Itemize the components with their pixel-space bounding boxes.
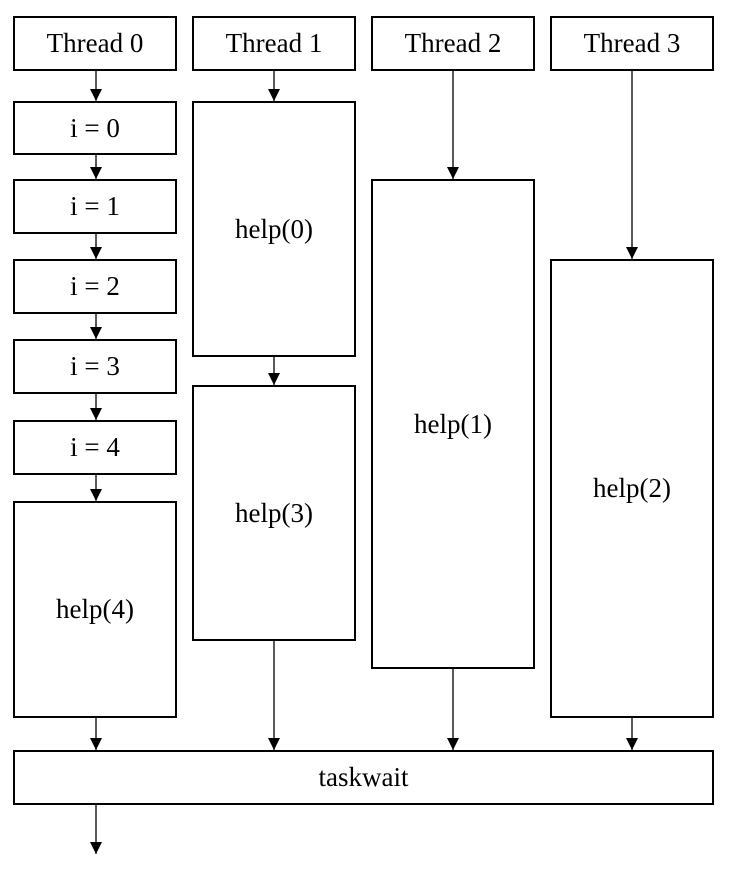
thread-0-block-i2: i = 2: [13, 259, 177, 314]
thread-3-header: Thread 3: [550, 16, 714, 71]
thread-0-block-help4: help(4): [13, 501, 177, 718]
thread-1-block-help3: help(3): [192, 385, 356, 641]
thread-0-block-i4: i = 4: [13, 420, 177, 475]
thread-0-header: Thread 0: [13, 16, 177, 71]
thread-1-block-help0: help(0): [192, 101, 356, 357]
thread-0-block-i0: i = 0: [13, 101, 177, 155]
thread-2-block-help1: help(1): [371, 179, 535, 669]
thread-1-header: Thread 1: [192, 16, 356, 71]
thread-0-block-i1: i = 1: [13, 179, 177, 234]
thread-3-block-help2: help(2): [550, 259, 714, 718]
thread-2-header: Thread 2: [371, 16, 535, 71]
thread-0-block-i3: i = 3: [13, 339, 177, 394]
taskwait-barrier: taskwait: [13, 750, 714, 805]
